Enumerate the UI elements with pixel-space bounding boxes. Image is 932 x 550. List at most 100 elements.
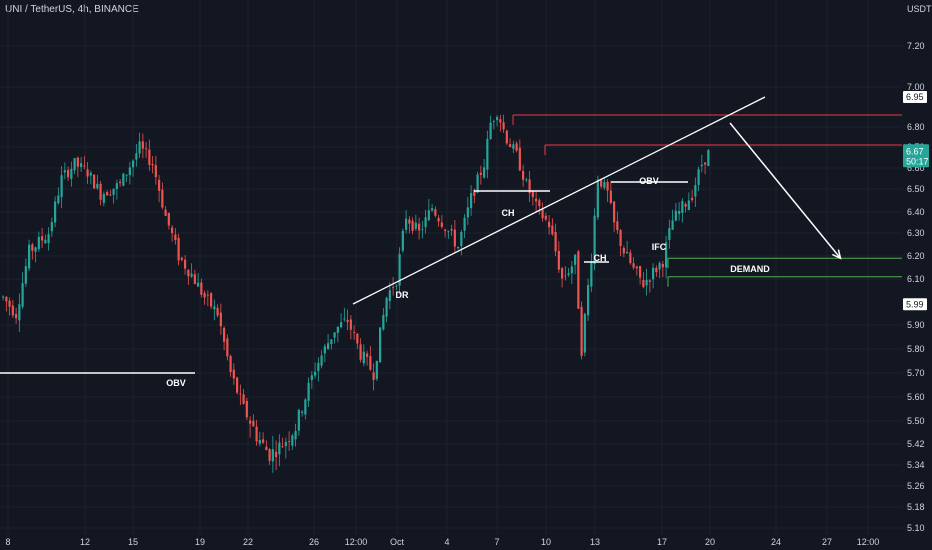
candle-body: [200, 282, 203, 295]
candle-body: [132, 160, 135, 168]
candle-body: [31, 244, 34, 251]
candle-body: [161, 189, 164, 208]
candle-body: [642, 280, 645, 287]
candle-body: [499, 119, 502, 123]
candle-body: [86, 169, 89, 177]
candle-body: [67, 169, 70, 178]
candle-body: [80, 163, 83, 167]
candle-body: [424, 217, 427, 228]
candle-body: [622, 247, 625, 254]
candle-body: [544, 215, 547, 220]
candle-body: [284, 441, 287, 446]
candle-body: [70, 168, 73, 179]
candle-body: [154, 165, 157, 178]
candle-body: [440, 222, 443, 227]
y-tick-label: 6.40: [907, 207, 925, 217]
y-tick-label: 5.10: [907, 523, 925, 533]
level-lines: [512, 114, 902, 287]
candle-body: [151, 163, 154, 166]
candle-body: [216, 307, 219, 316]
candle-body: [505, 130, 508, 144]
candle-body: [60, 175, 63, 198]
candle-body: [587, 285, 590, 316]
candle-body: [492, 121, 495, 122]
candle-body: [268, 449, 271, 461]
candle-body: [141, 141, 144, 149]
candle-body: [63, 170, 66, 173]
y-tick-label: 7.00: [907, 82, 925, 92]
candle-body: [626, 251, 629, 254]
candle-body: [119, 181, 122, 184]
candle-body: [372, 372, 375, 381]
x-tick-label: 15: [128, 537, 138, 547]
candle-body: [541, 209, 544, 219]
candle-body: [291, 435, 294, 446]
candle-body: [106, 192, 109, 196]
candle-body: [405, 218, 408, 230]
candle-body: [57, 195, 60, 204]
candle-body: [453, 229, 456, 247]
candle-body: [411, 220, 414, 231]
y-tick-label: 5.80: [907, 344, 925, 354]
candle-body: [548, 221, 551, 228]
candle-body: [580, 306, 583, 356]
annotation-label: OBV: [639, 176, 659, 186]
candle-body: [697, 169, 700, 185]
x-tick-label: 8: [5, 537, 10, 547]
candle-body: [336, 326, 339, 333]
candle-body: [444, 229, 447, 231]
x-tick-label: 7: [494, 537, 499, 547]
candle-body: [674, 210, 677, 221]
candle-body: [661, 263, 664, 268]
candle-body: [466, 207, 469, 218]
price-axis[interactable]: USDT7.207.006.806.706.606.506.406.306.20…: [907, 4, 932, 533]
candle-body: [379, 327, 382, 363]
candle-body: [648, 280, 651, 282]
candle-body: [2, 296, 5, 298]
candle-body: [8, 300, 11, 307]
annotation-labels: OBV DR CH OBV CH IFC DEMAND: [166, 176, 770, 388]
x-tick-label: 22: [243, 537, 253, 547]
candle-body: [434, 209, 437, 216]
candle-body: [577, 251, 580, 309]
candles: [2, 114, 710, 473]
candle-body: [518, 147, 521, 171]
candle-body: [362, 351, 365, 364]
candle-body: [687, 200, 690, 211]
candle-body: [678, 210, 681, 214]
x-tick-label: 26: [309, 537, 319, 547]
candle-body: [388, 290, 391, 302]
x-tick-label: 12:00: [857, 537, 880, 547]
candle-body: [180, 257, 183, 260]
candle-body: [535, 198, 538, 202]
candle-body: [639, 266, 642, 278]
candle-body: [427, 210, 430, 221]
candle-body: [145, 148, 148, 150]
candle-body: [193, 274, 196, 284]
candle-body: [557, 250, 560, 270]
candle-body: [564, 275, 567, 277]
y-tick-label: 6.80: [907, 122, 925, 132]
candle-body: [346, 319, 349, 322]
candle-body: [50, 222, 53, 232]
candle-body: [473, 189, 476, 196]
time-axis[interactable]: 8 12 15 19 22 26 12:00 Oct 4 7 10 13 17 20 24 27 12:00: [5, 537, 879, 547]
candle-body: [174, 234, 177, 241]
candle-body: [115, 183, 118, 189]
candle-body: [252, 420, 255, 427]
candle-body: [262, 439, 265, 443]
candle-body: [184, 259, 187, 269]
x-tick-label: 19: [195, 537, 205, 547]
candle-body: [554, 231, 557, 252]
candle-body: [213, 306, 216, 310]
candle-body: [73, 158, 76, 171]
candle-body: [408, 219, 411, 224]
y-tick-label: 6.20: [907, 251, 925, 261]
annotation-label: IFC: [652, 242, 667, 252]
candle-body: [385, 297, 388, 317]
candle-body: [249, 420, 252, 424]
candle-body: [619, 230, 622, 247]
candle-body: [665, 242, 668, 268]
candle-body: [418, 223, 421, 231]
